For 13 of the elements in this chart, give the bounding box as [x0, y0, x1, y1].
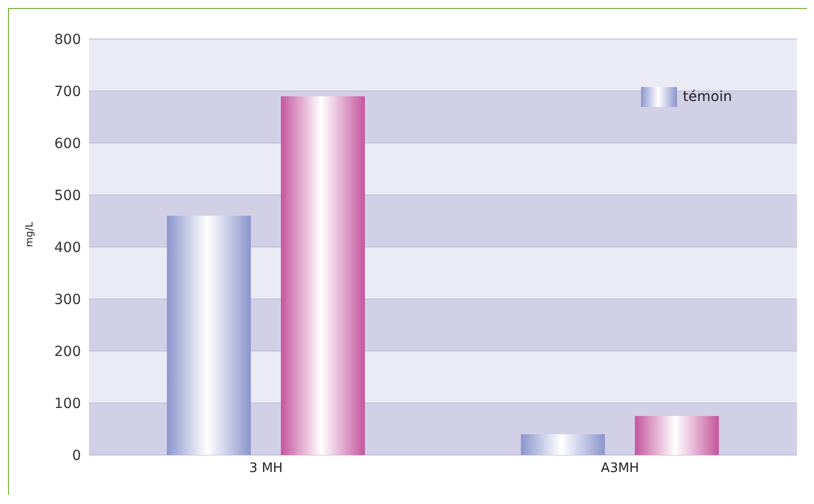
y-tick-label: 400: [54, 240, 81, 256]
y-tick-label: 800: [54, 32, 81, 48]
y-tick-label: 200: [54, 344, 81, 360]
x-tick-label: 3 MH: [249, 461, 283, 476]
y-tick-label: 0: [72, 448, 81, 464]
y-tick-label: 600: [54, 136, 81, 152]
y-tick-label: 700: [54, 84, 81, 100]
y-tick-label: 300: [54, 292, 81, 308]
y-tick-label: 500: [54, 188, 81, 204]
legend-label: témoin: [682, 89, 732, 105]
y-tick-label: 100: [54, 396, 81, 412]
y-axis-title: mg/L: [24, 222, 36, 247]
x-tick-label: A3MH: [600, 461, 640, 476]
